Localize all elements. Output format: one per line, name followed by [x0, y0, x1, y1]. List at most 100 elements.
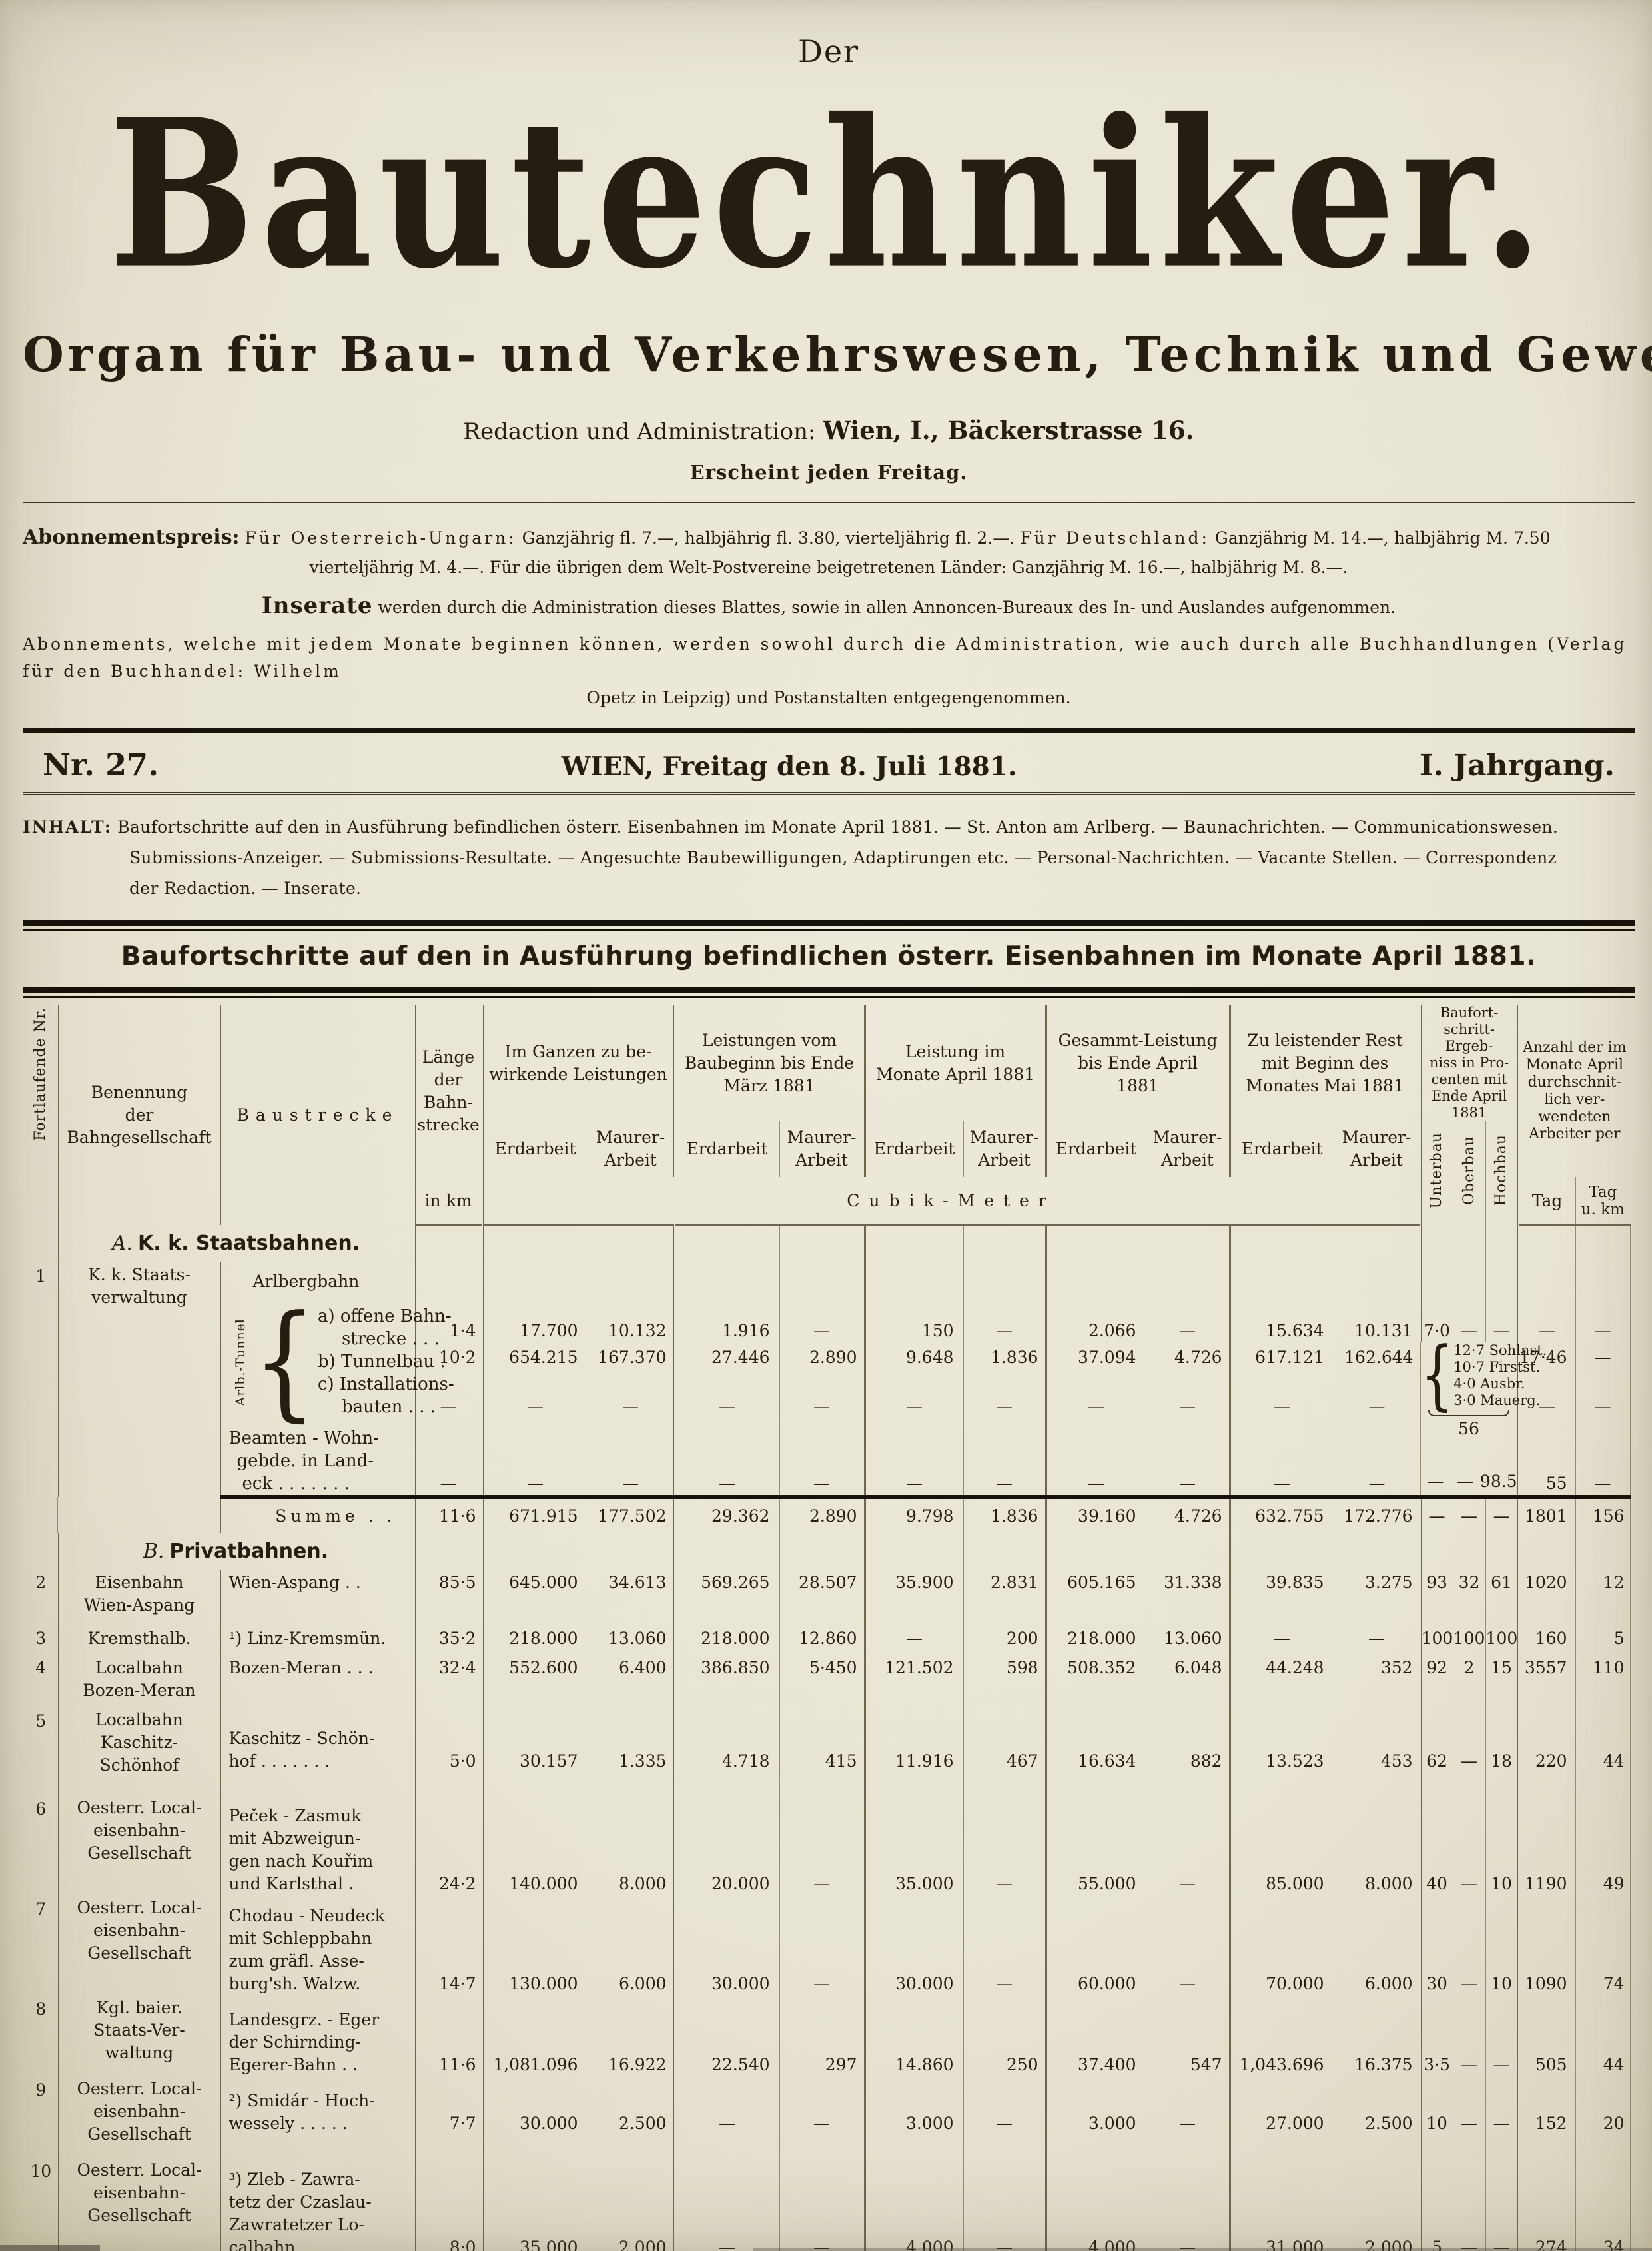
- table-cell: 150: [863, 1293, 964, 1343]
- heavy-rule: [23, 727, 1635, 733]
- table-cell: 167.370: [587, 1342, 675, 1370]
- table-cell: 13.060: [587, 1626, 675, 1656]
- table-cell: 92: [1419, 1655, 1453, 1708]
- issue-line: Nr. 27. WIEN, Freitag den 8. Juli 1881. …: [23, 733, 1635, 792]
- table-cell: 1.916: [673, 1293, 780, 1343]
- table-cell: 37.094: [1044, 1342, 1146, 1370]
- col-header-masonry: Maurer- Arbeit: [1333, 1121, 1421, 1178]
- table-cell: 6.000: [1333, 1895, 1421, 1996]
- table-cell-empty: [863, 1262, 964, 1294]
- table-cell: —: [963, 2076, 1046, 2158]
- line-cell: Beamten - Wohn- gebde. in Land- eck . . …: [220, 1418, 414, 1498]
- table-cell: 17·46: [1517, 1342, 1576, 1370]
- table-cell: 218.000: [1044, 1626, 1146, 1656]
- table-cell: —: [779, 1293, 865, 1343]
- table-cell: 386.850: [673, 1655, 780, 1708]
- table-cell: —: [1145, 1293, 1230, 1343]
- table-cell: 547: [1145, 1995, 1230, 2077]
- table-cell-empty: [779, 1262, 865, 1294]
- table-cell: 8.000: [587, 1795, 675, 1896]
- table-row: 6 Oesterr. Local-eisenbahn- Gesellschaft …: [24, 1795, 1631, 1896]
- table-cell: 27.446: [673, 1342, 780, 1370]
- table-cell: 177.502: [587, 1495, 675, 1534]
- table-cell: 645.000: [481, 1570, 588, 1627]
- table-cell: 93: [1419, 1570, 1453, 1627]
- table-cell: 49: [1575, 1795, 1631, 1896]
- table-cell: —: [779, 1895, 865, 1996]
- table-cell: —: [673, 1418, 780, 1498]
- row-number: 5: [35, 1711, 47, 1731]
- table-cell: —: [1452, 1995, 1486, 2077]
- table-cell: —: [863, 1626, 964, 1656]
- table-cell-empty: [1575, 1533, 1631, 1571]
- table-cell-empty: [1485, 1225, 1519, 1263]
- table-cell: —: [1485, 2158, 1519, 2251]
- table-cell: 297: [779, 1995, 865, 2077]
- col-header-earthwork: Erdarbeit: [1228, 1121, 1334, 1178]
- table-cell: 505: [1517, 1995, 1576, 2077]
- table-cell-empty: [1575, 1225, 1631, 1263]
- col-header-earthwork: Erdarbeit: [481, 1121, 588, 1178]
- table-row: 1 K. k. Staats-verwaltung Arlbergbahn: [24, 1262, 1631, 1498]
- table-cell: —: [1452, 1707, 1486, 1796]
- table-cell: 39.835: [1228, 1570, 1334, 1627]
- col-group-total-april: Gesammt-Leistung bis Ende April 1881: [1044, 1005, 1230, 1122]
- table-cell-empty: [413, 1533, 482, 1571]
- table-cell: 70.000: [1228, 1895, 1334, 1996]
- scan-artifact: [0, 2245, 100, 2251]
- table-cell: —: [963, 1418, 1046, 1498]
- table-cell-empty: [1044, 1262, 1146, 1294]
- table-cell: —: [1485, 1293, 1519, 1343]
- table-cell: —: [413, 1418, 482, 1498]
- heavy-double-rule: [23, 920, 1635, 931]
- table-cell-empty: [1044, 1533, 1146, 1571]
- table-cell: 10.131: [1333, 1293, 1421, 1343]
- table-cell-empty: [779, 1225, 865, 1263]
- table-cell: —: [1485, 1495, 1519, 1534]
- table-cell: 16.922: [587, 1995, 675, 2077]
- table-cell: —: [1333, 1369, 1421, 1419]
- table-cell-empty: [1333, 1533, 1421, 1571]
- table-cell: —: [1333, 1626, 1421, 1656]
- table-cell: —: [1517, 1369, 1576, 1419]
- table-cell: 11·6: [413, 1495, 482, 1534]
- row-number: 7: [35, 1899, 47, 1919]
- table-cell: 35·2: [413, 1626, 482, 1656]
- table-cell: 218.000: [673, 1626, 780, 1656]
- table-cell-empty: [1228, 1262, 1334, 1294]
- company-cell: Kremsthalb.: [56, 1626, 221, 1656]
- table-cell: 2.000: [1333, 2158, 1421, 2251]
- table-cell: 5: [1575, 1626, 1631, 1656]
- masthead-kicker: Der: [797, 33, 860, 69]
- col-header-company: Benennung der Bahngesellschaft: [56, 1005, 221, 1226]
- table-cell-empty: [413, 1262, 482, 1294]
- brace-glyph: {: [252, 1288, 316, 1434]
- table-cell-empty: [1452, 1533, 1486, 1571]
- masthead-subtitle: Organ für Bau- und Verkehrswesen, Techni…: [23, 326, 1652, 382]
- tunnel-brace-label: Arlb.-Tunnel: [232, 1318, 248, 1406]
- table-cell: —: [963, 1293, 1046, 1343]
- abonnements-line-2: Opetz in Leipzig) und Postanstalten entg…: [586, 688, 1071, 708]
- table-cell: —: [673, 2158, 780, 2251]
- table-cell: 29.362: [673, 1495, 780, 1534]
- table-cell-empty: [1517, 1225, 1576, 1263]
- table-cell: 10: [1485, 1895, 1519, 1996]
- table-cell: 44: [1575, 1995, 1631, 2077]
- subscription-block: Abonnementspreis: Für Oesterreich-Ungarn…: [23, 522, 1635, 712]
- line-cell: Chodau - Neudeck mit Schleppbahn zum gräfl…: [220, 1895, 414, 1996]
- table-cell-empty: [1228, 1225, 1334, 1263]
- inserate-text: werden durch die Administration dieses B…: [378, 598, 1396, 618]
- table-cell-empty: [1485, 1533, 1519, 1571]
- table-cell: —: [1228, 1369, 1334, 1419]
- section-row-privatbahnen: B. Privatbahnen.: [24, 1533, 1631, 1571]
- table-cell: 37.400: [1044, 1995, 1146, 2077]
- section-label: B. Privatbahnen.: [56, 1533, 414, 1571]
- table-cell: —: [413, 1369, 482, 1419]
- table-cell: 2.500: [587, 2076, 675, 2158]
- col-header-per-day: Tag: [1517, 1177, 1576, 1226]
- table-cell: —: [1145, 1795, 1230, 1896]
- table-cell: 55: [1517, 1418, 1576, 1498]
- table-cell: 121.502: [863, 1655, 964, 1708]
- table-cell: 8.000: [1333, 1795, 1421, 1896]
